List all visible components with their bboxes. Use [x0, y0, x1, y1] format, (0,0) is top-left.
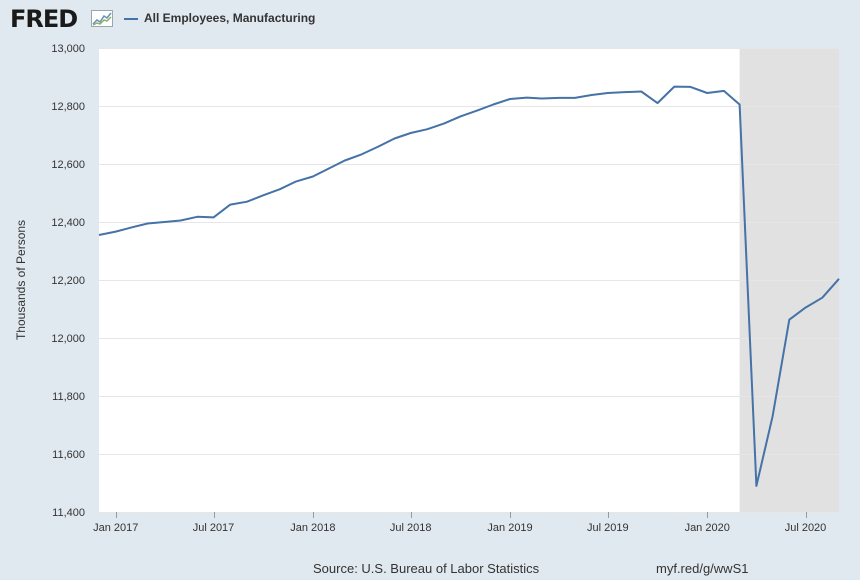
y-tick-label: 11,600: [52, 449, 85, 461]
legend-swatch: [124, 18, 138, 20]
fred-logo[interactable]: FRED: [10, 5, 78, 33]
x-tick-label: Jul 2018: [390, 522, 432, 534]
y-tick-label: 12,600: [51, 159, 85, 171]
axis-ticks: [116, 512, 807, 518]
logo-graph-icon: [91, 10, 113, 27]
y-tick-label: 13,000: [51, 43, 85, 55]
y-tick-label: 11,800: [52, 391, 85, 403]
y-tick-label: 12,800: [51, 101, 85, 113]
tick-labels: 11,400 11,600 11,800 12,000 12,200 12,400 12,6…: [51, 43, 826, 534]
x-tick-label: Jan 2018: [290, 522, 335, 534]
x-tick-label: Jan 2017: [93, 522, 138, 534]
x-tick-label: Jan 2020: [685, 522, 730, 534]
legend-label: All Employees, Manufacturing: [144, 11, 316, 25]
source-text: Source: U.S. Bureau of Labor Statistics: [313, 561, 540, 576]
y-tick-label: 12,200: [51, 275, 85, 287]
x-tick-label: Jul 2020: [785, 522, 827, 534]
y-tick-label: 11,400: [52, 507, 85, 519]
header: FRED All Employees, Manufacturing: [0, 0, 860, 40]
gridlines: [99, 48, 839, 513]
x-tick-label: Jan 2019: [487, 522, 532, 534]
y-tick-label: 12,000: [51, 333, 85, 345]
series-line: [98, 85, 840, 487]
x-tick-label: Jul 2017: [193, 522, 235, 534]
line-chart: 11,400 11,600 11,800 12,000 12,200 12,400 12,6…: [14, 43, 840, 534]
y-axis-title: Thousands of Persons: [14, 220, 28, 340]
y-tick-label: 12,400: [51, 217, 85, 229]
series-layer: [98, 85, 840, 487]
short-url[interactable]: myf.red/g/wwS1: [656, 561, 749, 576]
x-tick-label: Jul 2019: [587, 522, 629, 534]
